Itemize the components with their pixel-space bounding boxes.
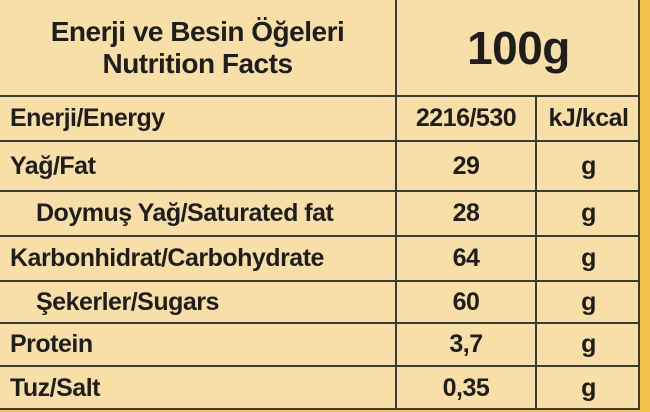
nutrient-unit: g xyxy=(535,280,640,322)
nutrient-unit: kJ/kcal xyxy=(535,95,640,140)
nutrient-value: 60 xyxy=(395,280,535,322)
table-header: Enerji ve Besin Öğeleri Nutrition Facts xyxy=(0,0,395,95)
nutrient-value: 28 xyxy=(395,190,535,235)
nutrient-unit: g xyxy=(535,140,640,190)
nutrient-label: Protein xyxy=(0,322,395,365)
nutrient-label: Tuz/Salt xyxy=(0,365,395,410)
title-tr: Enerji ve Besin Öğeleri xyxy=(50,15,345,47)
nutrient-unit: g xyxy=(535,322,640,365)
nutrient-value: 64 xyxy=(395,235,535,280)
nutrient-value: 2216/530 xyxy=(395,95,535,140)
nutrient-label: Enerji/Energy xyxy=(0,95,395,140)
nutrient-value: 29 xyxy=(395,140,535,190)
nutrient-value: 3,7 xyxy=(395,322,535,365)
nutrient-label: Şekerler/Sugars xyxy=(0,280,395,322)
nutrient-unit: g xyxy=(535,365,640,410)
nutrient-value: 0,35 xyxy=(395,365,535,410)
title-en: Nutrition Facts xyxy=(102,47,293,79)
nutrient-label: Yağ/Fat xyxy=(0,140,395,190)
nutrient-unit: g xyxy=(535,190,640,235)
nutrient-label: Karbonhidrat/Carbohydrate xyxy=(0,235,395,280)
nutrition-table: Enerji ve Besin Öğeleri Nutrition Facts … xyxy=(0,0,640,410)
nutrient-unit: g xyxy=(535,235,640,280)
nutrient-label: Doymuş Yağ/Saturated fat xyxy=(0,190,395,235)
amount: 100g xyxy=(395,0,640,95)
